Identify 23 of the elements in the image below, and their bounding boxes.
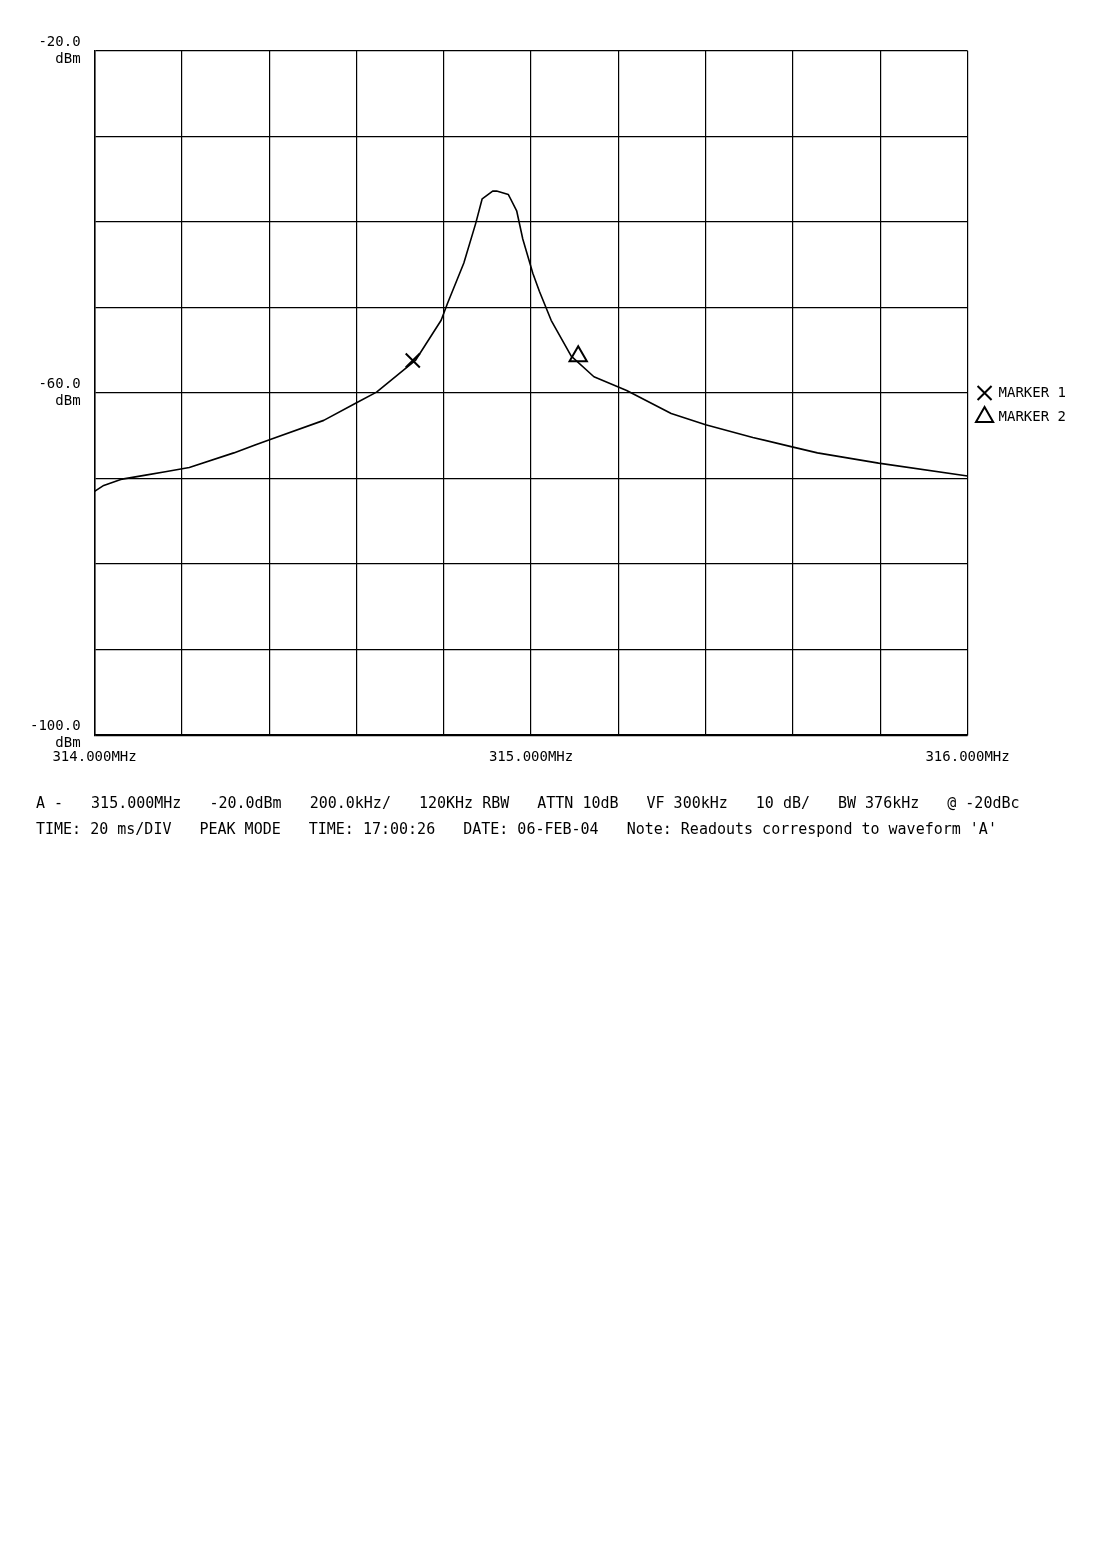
text: 315.000MHz [91,794,182,812]
text: VF 300kHz [646,794,728,812]
text: Note: Readouts correspond to waveform 'A' [626,820,997,838]
y-tick-label: -60.0 dBm [38,375,81,409]
y-tick-label: -20.0 dBm [38,33,81,66]
text: @ -20dBc [947,794,1020,812]
x-tick-label: 315.000MHz [488,748,574,765]
legend-label: MARKER 2 [998,407,1067,424]
text: 120KHz RBW [418,794,510,812]
legend-label: MARKER 1 [998,383,1067,400]
y-tick-label: -100.0 dBm [29,717,81,751]
text: TIME: 20 ms/DIV [36,820,172,838]
text: TIME: 17:00:26 [308,820,436,838]
text: PEAK MODE [199,820,281,838]
x-tick-label: 314.000MHz [52,748,137,765]
text: A - [36,794,64,812]
text: 200.0kHz/ [309,794,391,812]
text: -20.0dBm [209,794,282,812]
x-tick-label: 316.000MHz [925,748,1010,765]
text: DATE: 06-FEB-04 [463,820,599,838]
text: BW 376kHz [838,794,920,812]
text: 10 dB/ [755,794,810,812]
text: ATTN 10dB [537,794,619,812]
